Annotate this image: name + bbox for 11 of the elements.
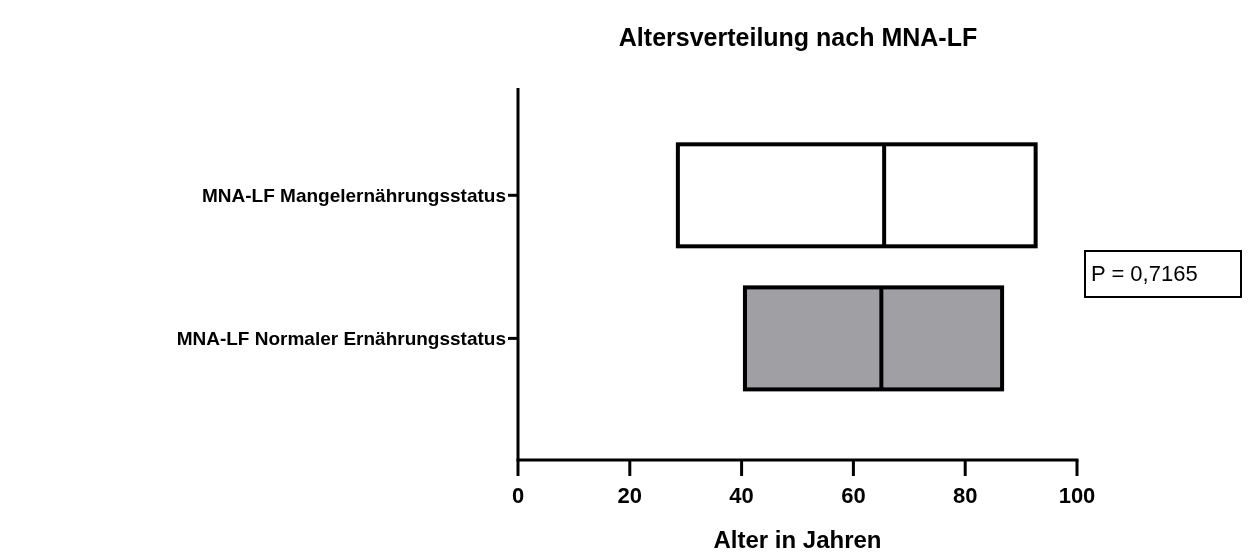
x-tick-label: 80	[952, 483, 978, 508]
x-tick-label: 0	[511, 483, 525, 508]
y-tick-label: MNA-LF Normaler Ernährungsstatus	[176, 328, 506, 350]
x-tick-label: 60	[841, 483, 866, 508]
text: P = 0,7165	[1091, 260, 1198, 286]
x-axis-title: Alter in Jahren	[713, 526, 882, 553]
chart-title: Altersverteilung nach MNA-LF	[618, 23, 978, 51]
x-tick-label: 100	[1058, 483, 1096, 508]
x-tick-label: 40	[729, 483, 754, 508]
x-tick-label: 20	[617, 483, 643, 508]
y-tick-label: MNA-LF Mangelernährungsstatus	[201, 184, 506, 206]
